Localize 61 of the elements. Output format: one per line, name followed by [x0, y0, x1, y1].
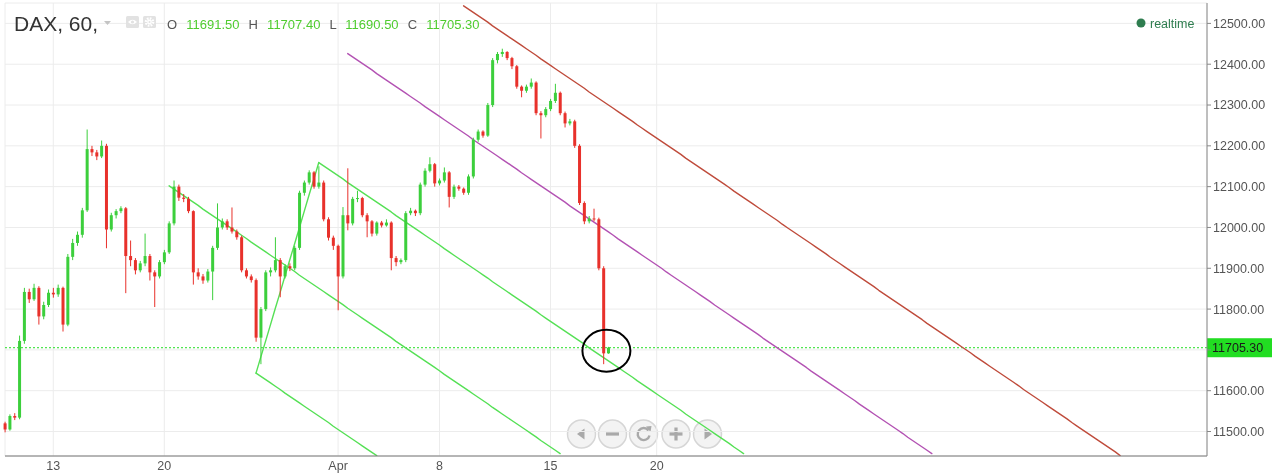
y-tick-label: 12200.00	[1213, 139, 1266, 154]
candlestick	[215, 202, 219, 251]
candlestick	[355, 190, 359, 203]
y-tick-label: 11500.00	[1213, 424, 1265, 439]
ref-line-label: 11705.30	[1212, 341, 1264, 356]
candlestick	[143, 233, 147, 267]
candlestick	[293, 245, 297, 271]
x-tick-label: 20	[157, 458, 172, 473]
candlestick	[71, 238, 75, 261]
candlestick	[481, 129, 485, 139]
candlestick	[539, 110, 543, 139]
y-tick-label: 11900.00	[1213, 261, 1265, 276]
x-tick-label: 13	[46, 458, 61, 473]
candlestick	[568, 118, 572, 126]
x-tick-label: 15	[543, 458, 558, 473]
candlestick	[119, 205, 123, 214]
candlestick	[360, 196, 364, 218]
candlestick	[433, 162, 437, 188]
x-tick-label: Apr	[328, 458, 348, 473]
annotation: realtime	[1150, 16, 1195, 31]
candlestick	[467, 173, 471, 196]
candlestick	[394, 255, 398, 267]
candlestick	[423, 167, 427, 188]
candlestick	[327, 216, 331, 242]
candlestick	[201, 273, 205, 285]
annotation: O 11691.50 H 11707.40 L 11690.50 C 11705.30	[167, 17, 480, 32]
candlestick	[158, 259, 162, 279]
candlestick	[129, 240, 133, 267]
y-tick-label: 12000.00	[1213, 220, 1266, 235]
candlestick	[558, 91, 562, 116]
candlestick	[288, 262, 292, 272]
candlestick	[273, 236, 277, 273]
candlestick	[428, 156, 432, 173]
candlestick	[365, 212, 369, 238]
y-tick-label: 12400.00	[1213, 57, 1266, 72]
y-tick-label: 12500.00	[1213, 16, 1266, 31]
y-tick-label: 11600.00	[1213, 384, 1265, 399]
x-tick-label: 8	[435, 458, 443, 473]
candlestick	[399, 257, 403, 265]
y-tick-label: 12300.00	[1213, 98, 1266, 113]
candlestick	[90, 145, 94, 157]
line-series	[347, 52, 933, 455]
candlestick	[109, 212, 113, 233]
candlestick	[592, 208, 596, 222]
candlestick	[515, 64, 519, 90]
candlestick	[582, 200, 586, 225]
candlestick	[153, 269, 157, 308]
y-tick-label: 11800.00	[1213, 302, 1265, 317]
x-tick-label: 20	[649, 458, 664, 473]
candlestick	[225, 218, 229, 231]
candlestick	[553, 83, 557, 104]
candlestick	[148, 253, 152, 282]
candlestick	[230, 206, 234, 235]
candlestick	[317, 165, 321, 190]
candlestick	[211, 245, 215, 301]
candlestick	[457, 184, 461, 192]
candlestick	[346, 167, 350, 231]
candlestick	[114, 208, 118, 219]
chart-title: DAX, 60,	[14, 12, 99, 35]
y-tick-label: 12100.00	[1213, 180, 1266, 195]
candlestick	[278, 257, 282, 298]
